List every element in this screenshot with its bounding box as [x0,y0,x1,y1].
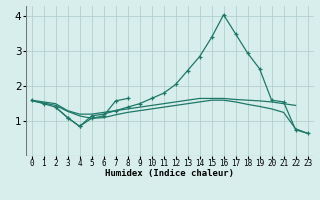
X-axis label: Humidex (Indice chaleur): Humidex (Indice chaleur) [105,169,234,178]
